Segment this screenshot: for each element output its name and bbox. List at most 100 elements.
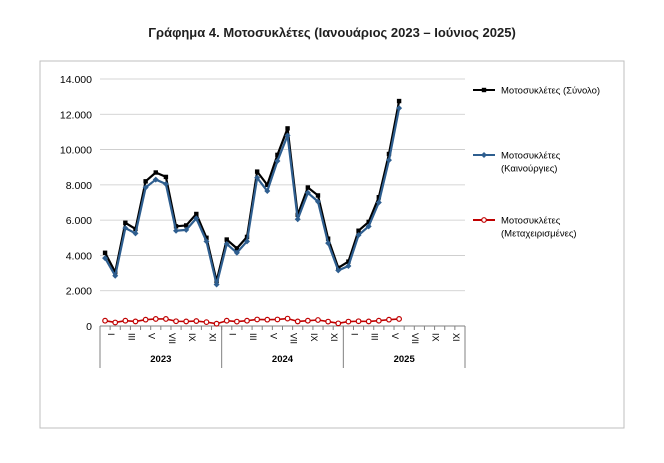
- data-point: [153, 170, 158, 175]
- x-tick-label: IX: [431, 333, 441, 342]
- data-point: [203, 238, 210, 245]
- data-point: [233, 249, 240, 256]
- data-point: [315, 317, 321, 323]
- data-point: [102, 250, 108, 255]
- legend-marker: [481, 217, 487, 223]
- data-point: [356, 228, 361, 233]
- year-label: 2024: [272, 354, 294, 365]
- data-point: [376, 195, 382, 200]
- legend-item-2: Μοτοσυκλέτες (Μεταχειρισμένες): [473, 216, 577, 240]
- data-point: [274, 316, 281, 323]
- data-point: [204, 235, 209, 240]
- data-point: [335, 267, 342, 274]
- data-point: [345, 318, 352, 325]
- series-layer: [102, 98, 403, 327]
- x-tick-label: III: [370, 333, 380, 341]
- data-point: [305, 185, 311, 190]
- data-point: [193, 215, 200, 222]
- x-tick-label: I: [228, 333, 238, 336]
- legend-item-0: Μοτοσυκλέτες (Σύνολο): [473, 86, 600, 97]
- data-point: [163, 174, 169, 180]
- data-point: [123, 220, 128, 225]
- data-point: [254, 174, 261, 181]
- data-point: [224, 237, 229, 242]
- data-point: [254, 169, 260, 174]
- x-tick-label: VII: [167, 333, 177, 344]
- legend-label: Μοτοσυκλέτες: [501, 151, 561, 162]
- x-tick-label: V: [390, 333, 400, 339]
- data-point: [335, 320, 342, 327]
- y-tick-label: 10.000: [60, 145, 92, 157]
- data-point: [122, 225, 129, 232]
- data-point: [223, 317, 230, 324]
- data-point: [386, 151, 392, 157]
- data-point: [396, 105, 403, 112]
- y-tick-label: 4.000: [66, 250, 92, 262]
- data-point: [213, 320, 220, 327]
- data-point: [375, 199, 382, 206]
- data-point: [152, 316, 159, 322]
- x-tick-label: XI: [329, 333, 339, 342]
- data-point: [234, 246, 240, 251]
- data-point: [285, 126, 290, 131]
- data-point: [345, 263, 352, 270]
- y-tick-label: 0: [86, 321, 92, 333]
- x-tick-label: I: [106, 333, 116, 336]
- data-point: [254, 316, 261, 323]
- data-point: [223, 240, 230, 247]
- data-point: [284, 132, 291, 139]
- data-point: [244, 317, 250, 324]
- data-point: [325, 240, 332, 247]
- y-tick-label: 14.000: [60, 74, 92, 86]
- data-point: [375, 317, 382, 324]
- chart-area-border: [39, 60, 625, 429]
- data-point: [386, 316, 392, 323]
- data-point: [173, 227, 180, 234]
- data-point: [244, 238, 251, 245]
- legend-label: Μοτοσυκλέτες (Σύνολο): [501, 86, 600, 97]
- data-point: [183, 226, 190, 233]
- data-point: [163, 316, 169, 322]
- data-point: [346, 259, 351, 264]
- x-tick-label: V: [268, 333, 278, 339]
- data-point: [284, 315, 291, 322]
- data-point: [102, 255, 109, 262]
- y-tick-label: 6.000: [66, 215, 92, 227]
- data-point: [132, 230, 139, 237]
- data-point: [365, 318, 372, 325]
- data-point: [265, 182, 270, 188]
- data-point: [274, 158, 281, 165]
- data-point: [294, 216, 301, 223]
- data-point: [366, 219, 371, 225]
- data-point: [385, 157, 392, 164]
- legend-label: Μοτοσυκλέτες: [501, 216, 561, 227]
- data-point: [294, 318, 301, 325]
- data-point: [304, 189, 311, 196]
- data-point: [264, 316, 271, 323]
- data-point: [304, 317, 311, 324]
- x-tick-label: IX: [309, 333, 319, 342]
- data-point: [325, 318, 332, 325]
- data-point: [355, 232, 362, 239]
- data-point: [314, 198, 321, 205]
- x-tick-label: XI: [207, 333, 217, 342]
- data-point: [142, 184, 149, 191]
- x-tick-label: III: [126, 333, 136, 341]
- data-point: [396, 98, 402, 104]
- data-point: [112, 319, 119, 326]
- data-point: [162, 180, 169, 187]
- data-point: [203, 319, 210, 326]
- y-tick-label: 8.000: [66, 180, 92, 192]
- y-tick-label: 12.000: [60, 109, 92, 121]
- x-tick-label: III: [248, 333, 258, 341]
- data-point: [112, 272, 119, 279]
- data-point: [183, 318, 190, 325]
- data-point: [396, 316, 402, 322]
- y-axis-ticks: 0 2.000 4.000 6.000 8.000 10.000 12.000 14.000: [60, 74, 92, 333]
- x-tick-label: VII: [289, 333, 299, 344]
- y-tick-label: 2.000: [66, 286, 92, 298]
- data-point: [102, 317, 108, 324]
- data-point: [355, 318, 362, 325]
